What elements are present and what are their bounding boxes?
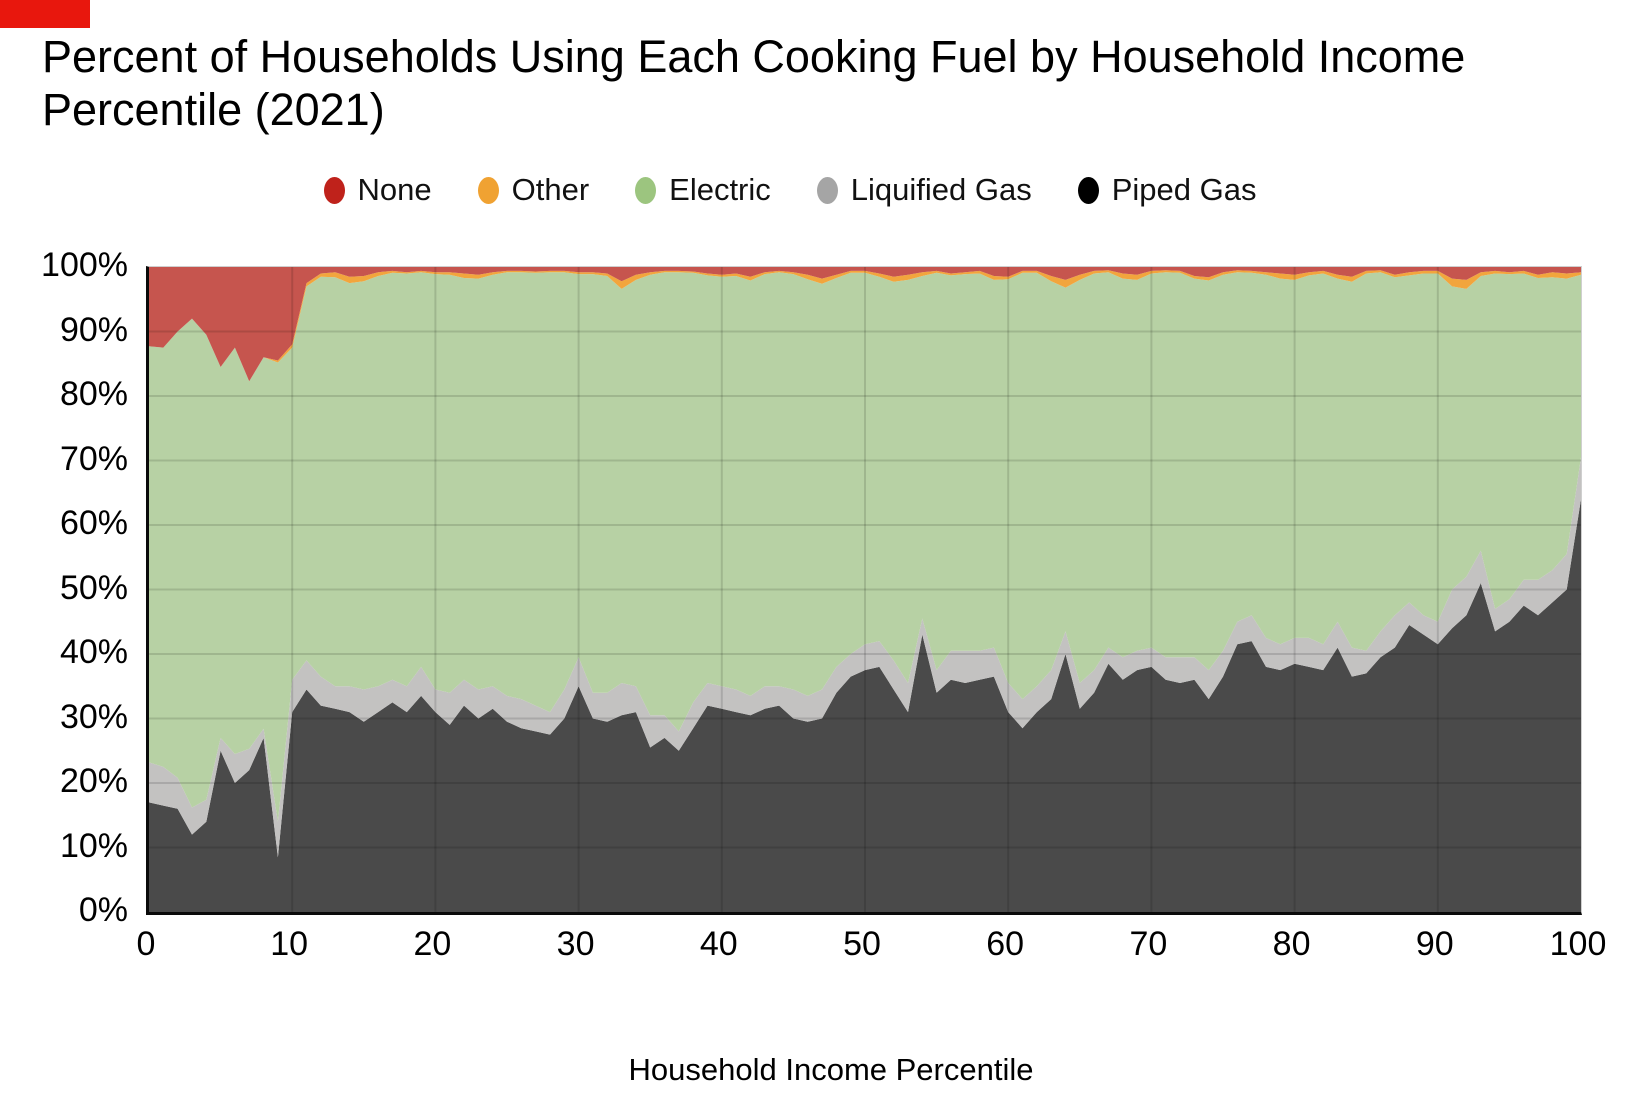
y-tick-label: 0% (78, 891, 128, 929)
x-tick-label: 80 (1272, 925, 1311, 963)
area-piped-gas (149, 499, 1581, 912)
y-tick-label: 30% (59, 697, 128, 736)
legend-label: Electric (669, 172, 771, 207)
x-tick-label: 70 (1129, 925, 1168, 963)
x-tick-label: 100 (1549, 925, 1607, 963)
legend-label: Piped Gas (1111, 172, 1257, 207)
legend-item-none[interactable]: None (323, 172, 432, 208)
y-tick-label: 60% (59, 504, 128, 542)
legend-swatch-icon (477, 176, 499, 204)
legend-swatch-icon (635, 176, 657, 204)
plot-area (146, 266, 1582, 915)
y-tick-label: 10% (59, 826, 128, 865)
legend-item-other[interactable]: Other (477, 172, 590, 208)
stacked-area-svg (149, 267, 1581, 912)
legend-label: Liquified Gas (850, 172, 1032, 207)
legend: None Other Electric Liquified Gas Piped Gas (0, 172, 1580, 208)
legend-swatch-icon (1077, 176, 1099, 204)
area-none (149, 267, 1581, 382)
x-tick-label: 30 (556, 925, 595, 963)
legend-swatch-icon (323, 176, 345, 204)
legend-label: Other (511, 172, 590, 207)
legend-label: None (357, 172, 432, 207)
x-tick-label: 0 (136, 925, 156, 963)
y-tick-label: 90% (59, 310, 128, 349)
y-tick-label: 40% (59, 633, 128, 671)
x-tick-label: 20 (413, 925, 452, 963)
y-tick-label: 70% (59, 439, 128, 478)
legend-item-piped-gas[interactable]: Piped Gas (1077, 172, 1257, 208)
recording-indicator-marker (0, 0, 90, 28)
legend-item-electric[interactable]: Electric (635, 172, 771, 208)
chart-title: Percent of Households Using Each Cooking… (42, 31, 1466, 136)
area-electric (149, 272, 1581, 822)
legend-swatch-icon (816, 176, 838, 204)
x-tick-label: 50 (843, 925, 881, 963)
x-axis-title: Household Income Percentile (628, 1052, 1034, 1087)
y-tick-label: 20% (59, 762, 128, 800)
x-tick-label: 10 (270, 925, 309, 963)
y-tick-label: 50% (59, 568, 128, 607)
x-tick-label: 60 (986, 925, 1025, 963)
area-liquified-gas (149, 457, 1581, 858)
legend-item-liquified-gas[interactable]: Liquified Gas (816, 172, 1032, 208)
y-tick-label: 100% (41, 246, 128, 284)
y-tick-label: 80% (59, 375, 128, 413)
x-tick-label: 40 (699, 925, 738, 963)
x-tick-label: 90 (1415, 925, 1454, 963)
gridlines (149, 267, 1581, 912)
